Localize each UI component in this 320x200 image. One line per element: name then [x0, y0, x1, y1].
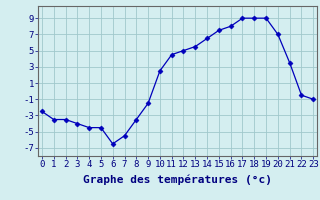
X-axis label: Graphe des températures (°c): Graphe des températures (°c)	[83, 175, 272, 185]
